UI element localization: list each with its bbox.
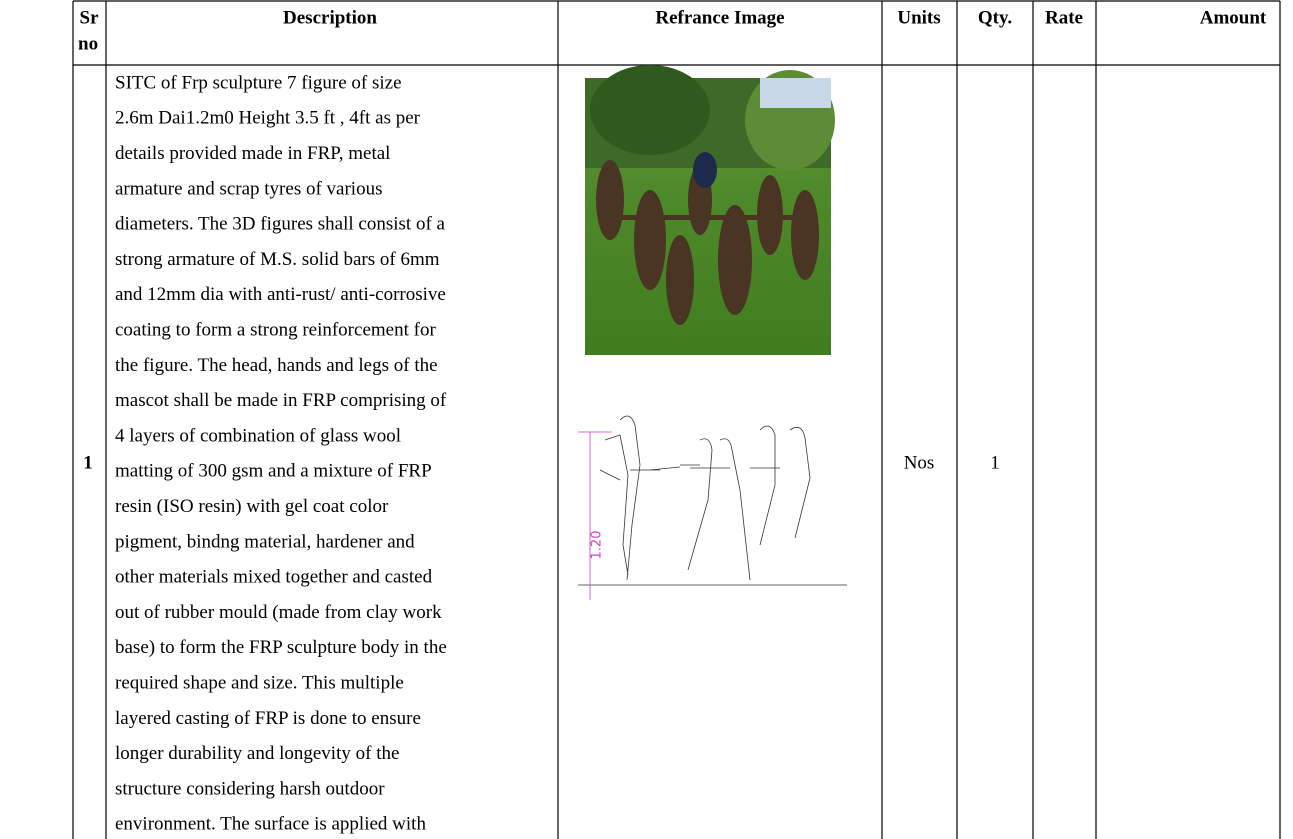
description-line: required shape and size. This multiple [115,672,404,693]
description-line: 2.6m Dai1.2m0 Height 3.5 ft , 4ft as per [115,108,421,129]
description-line: longer durability and longevity of the [115,743,399,764]
description-line: base) to form the FRP sculpture body in … [115,637,447,658]
header: Units [897,7,940,28]
description-line: diameters. The 3D figures shall consist … [115,214,446,235]
description-line: and 12mm dia with anti-rust/ anti-corros… [115,284,446,305]
description-line: SITC of Frp sculpture 7 figure of size [115,72,402,93]
dimension-label: 1.20 [590,531,605,560]
header: Qty. [978,7,1012,28]
header: Refrance Image [655,7,784,28]
description-line: environment. The surface is applied with [115,814,426,835]
header: Amount [1200,7,1267,28]
table-grid [72,0,1281,839]
units: Nos [904,452,935,473]
description-line: structure considering harsh outdoor [115,778,385,799]
sr-no: 1 [83,452,93,473]
header: Description [283,7,377,28]
description-line: resin (ISO resin) with gel coat color [115,496,389,517]
description-line: 4 layers of combination of glass wool [115,425,401,446]
description-line: out of rubber mould (made from clay work [115,602,442,623]
description-line: coating to form a strong reinforcement f… [115,319,436,340]
qty: 1 [990,452,1000,473]
description-line: the figure. The head, hands and legs of … [115,355,438,376]
description-line: armature and scrap tyres of various [115,178,382,199]
description-line: pigment, bindng material, hardener and [115,531,415,552]
description-line: strong armature of M.S. solid bars of 6m… [115,249,440,270]
reference-drawing: 1.20 [578,415,847,600]
description-line: layered casting of FRP is done to ensure [115,708,421,729]
description-line: mascot shall be made in FRP comprising o… [115,390,447,411]
description-line: matting of 300 gsm and a mixture of FRP [115,461,432,482]
description-line: other materials mixed together and caste… [115,567,433,588]
header: Rate [1045,7,1083,28]
header: Sr [80,7,100,28]
header: no [78,33,98,54]
description-line: details provided made in FRP, metal [115,143,390,164]
reference-photo [585,65,835,355]
